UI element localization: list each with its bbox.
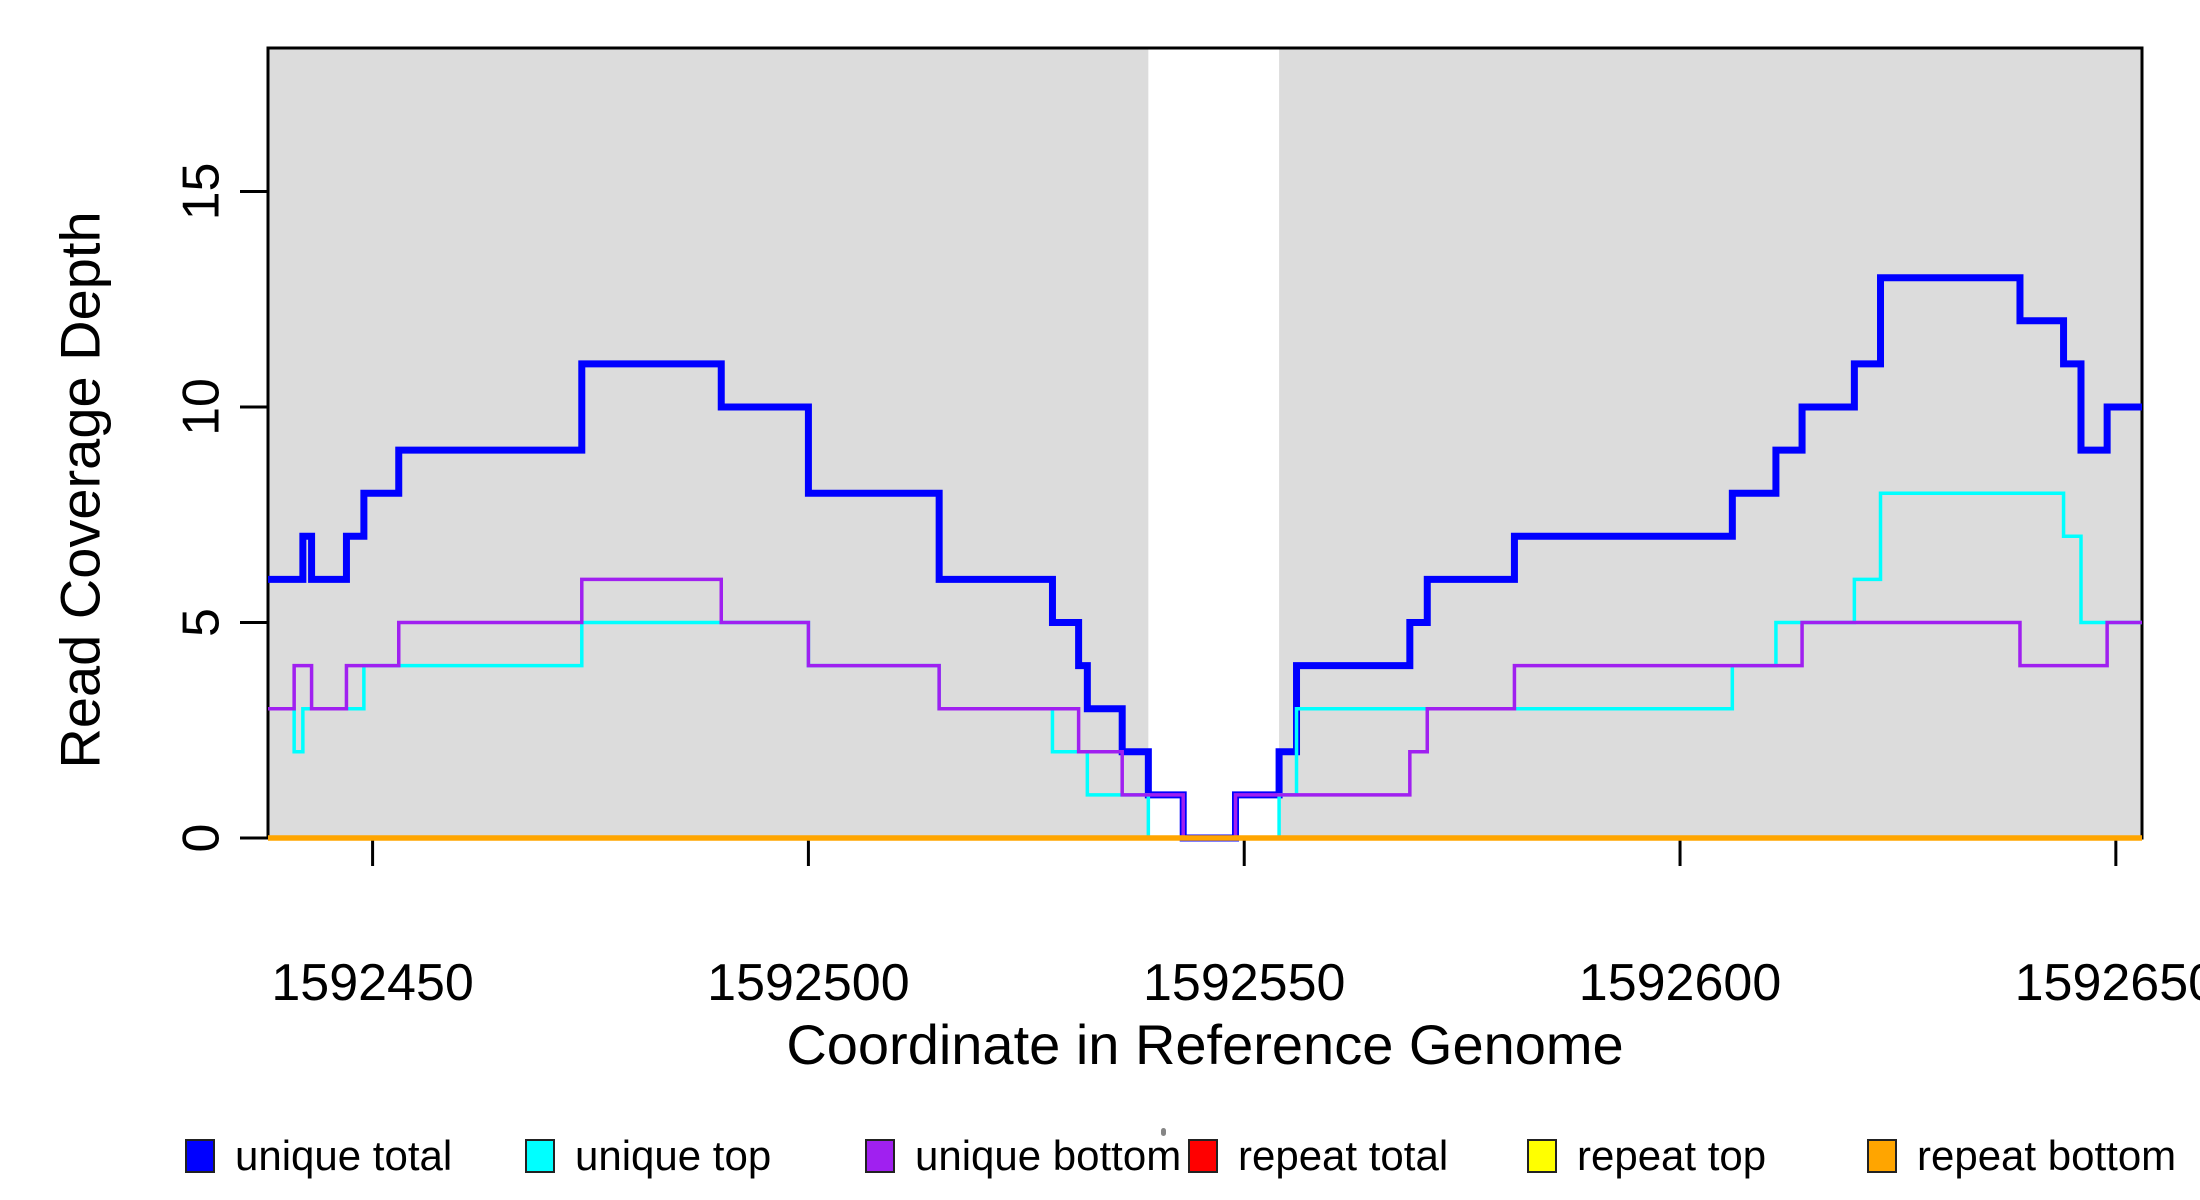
series-unique-top [268,491,2142,840]
x-tick-label: 1592450 [271,954,473,1012]
x-axis-title: Coordinate in Reference Genome [786,1013,1624,1076]
x-tick-label: 1592600 [1579,954,1781,1012]
legend-swatch-repeat-total [1188,1139,1218,1173]
legend-item-unique-total: unique total [185,1132,452,1180]
shaded-region-0 [268,48,1149,838]
legend-item-unique-top: unique top [525,1132,771,1180]
legend-item-repeat-top: repeat top [1527,1132,1766,1180]
legend-label-unique-total: unique total [235,1132,453,1179]
legend-item-repeat-bottom: repeat bottom [1867,1132,2176,1180]
legend-swatch-unique-total [185,1139,215,1173]
y-tick-label: 15 [173,163,231,221]
legend-swatch-repeat-bottom [1867,1139,1897,1173]
legend-label-repeat-top: repeat top [1577,1132,1767,1179]
y-tick-label: 10 [173,378,231,436]
x-tick-label: 1592500 [707,954,909,1012]
legend-item-unique-bottom: unique bottom [865,1132,1181,1180]
legend-label-repeat-total: repeat total [1238,1132,1449,1179]
y-tick-label: 5 [173,608,231,637]
y-tick-label: 0 [173,824,231,853]
legend-label-repeat-bottom: repeat bottom [1917,1132,2177,1179]
x-tick-label: 1592650 [2015,954,2200,1012]
series-group [268,274,2142,842]
legend-swatch-repeat-top [1527,1139,1557,1173]
series-unique-bottom [268,577,2142,840]
legend-item-repeat-total: repeat total [1188,1132,1448,1180]
legend-label-unique-bottom: unique bottom [915,1132,1182,1179]
shaded-region-1 [1279,48,2142,838]
legend-label-unique-top: unique top [575,1132,772,1179]
stray-mark [1161,1128,1166,1136]
x-tick-label: 1592550 [1143,954,1345,1012]
legend-swatch-unique-bottom [865,1139,895,1173]
legend-swatch-unique-top [525,1139,555,1173]
